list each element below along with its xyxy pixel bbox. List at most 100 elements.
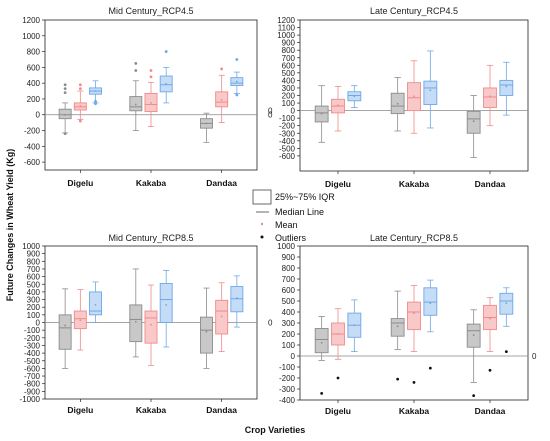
y-tick-label: -300 (24, 341, 41, 350)
iqr-box (129, 304, 143, 343)
chart-panel-2: Late Century_RCP4.5 -600-500-400-300-200-… (268, 6, 529, 189)
chart-panel-4: Late Century_RCP8.5 -400 -300 -200 -100 0 100 2… (277, 233, 537, 416)
mean-point (134, 320, 137, 323)
legend-outliers-label: Outliers (275, 233, 307, 243)
mean-point (205, 330, 208, 333)
mean-point (413, 312, 415, 314)
outlier-point (428, 366, 432, 370)
category-label: Kakaba (136, 178, 167, 188)
outlier-point (63, 87, 67, 91)
y-tick-label: 600 (282, 286, 296, 295)
legend-mean-swatch (260, 222, 264, 226)
y-tick-label: 1200 (277, 16, 295, 25)
y-tick-label: 700 (282, 54, 296, 63)
iqr-box (58, 314, 72, 350)
y-tick-label: 900 (282, 253, 296, 262)
mean-point (79, 105, 82, 107)
y-tick-label: 300 (27, 296, 41, 305)
y-tick-label: 300 (282, 319, 296, 328)
y-tick-label: -600 (24, 364, 41, 373)
y-tick-label: 100 (27, 311, 41, 320)
outlier-point (235, 58, 239, 61)
chart-title: Mid Century_RCP4.5 (108, 6, 193, 16)
outlier-point (78, 83, 82, 87)
y-tick-label: 600 (27, 273, 41, 282)
y-tick-label: 900 (27, 250, 41, 259)
y-tick-label: -400 (24, 349, 41, 358)
y-tick-label: 0 (36, 111, 41, 120)
iqr-box (483, 87, 497, 109)
y-tick-label: 400 (27, 79, 41, 88)
y-tick-label: 200 (27, 95, 41, 104)
y-tick-label: 800 (282, 264, 296, 273)
category-label: Digelu (67, 405, 93, 415)
y-tick-label: 1000 (277, 242, 295, 251)
mean-point (79, 319, 82, 322)
iqr-box (314, 328, 329, 354)
outlier-point (63, 83, 67, 87)
mean-point (396, 325, 399, 328)
y-tick-label: 100 (282, 99, 296, 108)
legend-median-label: Median Line (275, 207, 324, 217)
outlier-point (63, 132, 67, 136)
mean-point (505, 85, 508, 88)
zero-reference-label: 0 (268, 319, 273, 328)
y-tick-label: -400 (24, 142, 41, 151)
y-axis-title: Future Changes in Wheat Yield (Kg) (5, 149, 15, 302)
mean-point (220, 315, 223, 318)
mean-point (235, 297, 238, 299)
category-label: Dandaa (206, 405, 237, 415)
y-tick-label: 100 (282, 341, 296, 350)
mean-point (64, 324, 67, 327)
mean-point (150, 101, 152, 104)
y-tick-label: -400 (279, 396, 296, 405)
mean-point (320, 112, 323, 115)
y-tick-label: 1100 (278, 24, 296, 33)
y-tick-label: 1000 (22, 242, 40, 251)
y-tick-label: -300 (279, 385, 296, 394)
y-tick-label: 1000 (277, 31, 295, 40)
mean-point (337, 104, 339, 107)
chart-panels: Mid Century_RCP4.5 -600 -400 -200 0 200 400 600… (20, 6, 537, 416)
outlier-point (396, 377, 400, 381)
y-tick-label: 500 (282, 69, 296, 78)
mean-point (165, 304, 168, 306)
y-tick-label: -400 (279, 137, 296, 146)
y-tick-label: 400 (27, 288, 41, 297)
y-tick-label: -600 (279, 152, 296, 161)
y-tick-label: -500 (24, 357, 41, 366)
outlier-point (235, 93, 239, 97)
zero-reference-label: 0 (268, 107, 273, 116)
mean-point (64, 113, 67, 116)
mean-point (235, 80, 238, 83)
legend: 25%~75% IQR Median Line Mean Outliers (252, 189, 335, 243)
mean-point (134, 103, 137, 106)
y-tick-label: 800 (27, 48, 41, 57)
category-label: Kakaba (399, 179, 430, 189)
category-label: Dandaa (475, 179, 506, 189)
category-label: Digelu (325, 406, 351, 416)
mean-point (94, 90, 97, 92)
category-label: Kakaba (136, 405, 167, 415)
y-tick-label: 200 (282, 92, 296, 101)
x-axis-title: Crop Varieties (245, 425, 306, 435)
y-tick-label: -600 (24, 158, 41, 167)
y-tick-label: -300 (279, 129, 296, 138)
iqr-box (499, 79, 514, 96)
outlier-point (412, 381, 416, 384)
mean-point (353, 324, 356, 327)
outlier-point (94, 102, 97, 106)
y-tick-label: 0 (36, 319, 41, 328)
chart-title: Late Century_RCP4.5 (370, 6, 458, 16)
mean-point (413, 95, 415, 98)
outlier-point (63, 91, 67, 95)
y-tick-label: -100 (24, 326, 41, 335)
iqr-box (407, 301, 421, 331)
y-tick-label: 300 (282, 84, 296, 93)
chart-title: Late Century_RCP8.5 (370, 233, 458, 243)
mean-point (489, 317, 491, 320)
y-tick-label: -200 (24, 127, 41, 136)
y-tick-label: 200 (27, 303, 41, 312)
mean-point (205, 122, 208, 125)
mean-point (489, 95, 491, 98)
